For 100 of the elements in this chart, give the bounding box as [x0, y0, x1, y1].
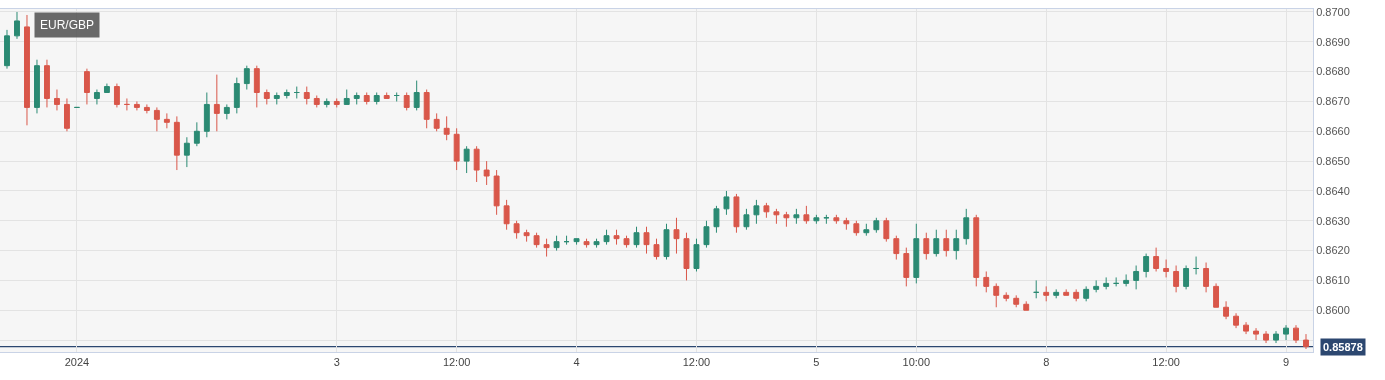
candlestick: [833, 214, 840, 225]
y-tick-label: 0.8660: [1316, 125, 1350, 138]
candlestick: [1183, 265, 1190, 290]
candlestick: [1243, 321, 1249, 335]
candlestick: [733, 193, 740, 234]
candlestick: [1063, 288, 1070, 296]
candlestick: [483, 160, 490, 186]
candlestick: [333, 97, 340, 108]
candlestick: [1093, 279, 1100, 293]
candlestick: [1203, 262, 1210, 293]
candlestick: [453, 127, 460, 171]
candlestick: [623, 235, 630, 249]
candlestick: [243, 65, 250, 91]
candlestick: [183, 136, 190, 168]
candlestick: [373, 92, 380, 105]
y-tick-label: 0.8680: [1316, 65, 1350, 78]
candlestick: [113, 83, 120, 108]
candlestick: [1223, 300, 1230, 320]
candlestick: [1083, 285, 1090, 302]
candlestick: [1163, 259, 1170, 278]
candlestick: [903, 247, 910, 287]
candlestick: [693, 238, 700, 272]
candlestick: [93, 89, 100, 105]
candlestick: [753, 199, 760, 225]
x-tick-label: 12:00: [1152, 356, 1180, 369]
x-tick-label: 8: [1043, 356, 1050, 369]
candlestick: [263, 89, 270, 105]
candlestick: [123, 97, 130, 111]
x-tick-label: 9: [1282, 356, 1290, 369]
candlestick: [413, 80, 420, 111]
candlestick: [173, 115, 180, 171]
candlestick: [583, 238, 590, 249]
candlestick: [1133, 265, 1140, 290]
candlestick: [1233, 312, 1240, 329]
candlestick: [283, 89, 290, 99]
candlestick: [1003, 291, 1010, 302]
candlestick: [543, 238, 550, 258]
candlestick: [1263, 330, 1269, 344]
candlestick: [54, 89, 60, 111]
candlestick: [193, 121, 200, 147]
candlestick: [803, 205, 810, 225]
x-tick-label: 2024: [64, 356, 90, 369]
y-tick-label: 0.8690: [1316, 35, 1350, 48]
y-tick-label: 0.8670: [1316, 95, 1350, 108]
ref-line-label: 0.85878: [1323, 341, 1363, 353]
candlestick: [423, 89, 430, 129]
candlestick: [703, 220, 710, 249]
candlestick: [823, 214, 830, 225]
candlestick: [553, 235, 560, 252]
candlestick: [923, 232, 930, 261]
candlestick: [233, 77, 240, 114]
candlestick: [593, 238, 600, 249]
candlestick: [933, 229, 940, 258]
candlestick: [153, 106, 160, 132]
candlestick: [993, 282, 1000, 308]
candlestick: [1193, 256, 1200, 275]
candlestick: [723, 190, 730, 216]
candlestick: [1043, 285, 1050, 302]
candlestick: [653, 238, 660, 261]
y-tick-label: 0.8700: [1316, 5, 1350, 18]
candlestick: [34, 59, 40, 114]
candlestick: [973, 214, 980, 287]
candlestick: [273, 92, 280, 105]
candlestick: [683, 232, 690, 281]
candlestick: [713, 205, 720, 234]
x-tick-label: 10:00: [902, 356, 931, 369]
text: EUR/GBP: [40, 18, 95, 32]
candlestick: [353, 92, 360, 105]
candlestick: [1253, 327, 1259, 341]
candlestick: [313, 95, 320, 108]
candlestick: [363, 92, 370, 105]
candlestick: [203, 92, 210, 138]
candlestick: [783, 211, 790, 228]
candlestick: [1053, 288, 1060, 299]
candlestick: [863, 223, 870, 237]
candlestick: [383, 92, 390, 99]
candlestick: [24, 14, 30, 126]
candlestick: [343, 89, 350, 105]
candlestick: [533, 232, 540, 249]
candlestick: [773, 208, 780, 225]
candlestick: [1303, 333, 1309, 350]
candlestick: [1283, 324, 1289, 341]
y-tick-label: 0.8610: [1316, 274, 1350, 287]
candlestick: [793, 208, 800, 225]
candlestick: [493, 169, 500, 216]
candlestick: [443, 115, 450, 141]
candlestick: [1073, 288, 1080, 302]
candlestick: [403, 92, 410, 111]
x-tick-label: 3: [333, 356, 340, 369]
candlestick: [223, 103, 230, 120]
candlestick: [893, 235, 900, 261]
y-tick-label: 0.8650: [1316, 154, 1350, 167]
y-tick-label: 0.8630: [1316, 214, 1350, 227]
candlestick: [1103, 276, 1110, 290]
x-tick-label: 12:00: [682, 356, 711, 369]
candlestick: [163, 112, 170, 129]
candlestick: [1153, 247, 1160, 272]
candlestick: [743, 208, 750, 231]
candlestick: [1123, 273, 1130, 287]
candlestick: [1143, 253, 1150, 278]
